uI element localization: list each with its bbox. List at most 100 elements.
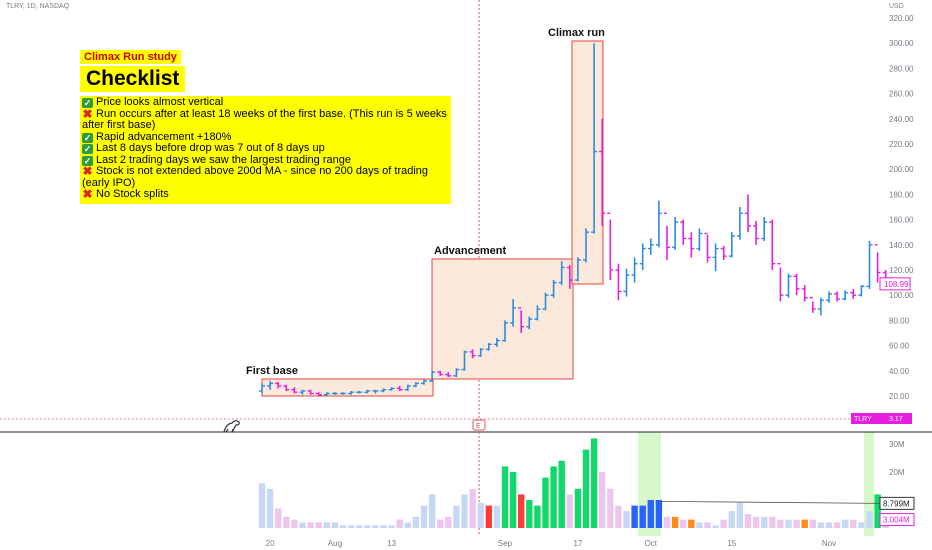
volume-bar: [558, 460, 565, 528]
volume-bar: [607, 488, 614, 528]
symbol-tag-bg: [851, 413, 884, 424]
price-tick: 280.00: [889, 64, 914, 73]
volume-bar: [526, 500, 533, 528]
volume-bar: [752, 516, 760, 528]
price-bars: [259, 43, 889, 396]
price-tick: 260.00: [889, 90, 914, 99]
volume-bar: [501, 466, 509, 528]
highlight-zone: [864, 432, 874, 536]
symbol-tag-name: TLRY: [854, 416, 872, 423]
time-tick: Sep: [498, 539, 513, 548]
volume-bar: [347, 525, 355, 528]
volume-bar: [380, 525, 387, 528]
annotation-advancement: Advancement: [434, 245, 507, 257]
checklist-item: ✖ Run occurs after at least 18 weeks of t…: [82, 106, 451, 132]
volume-axis: 30M20M10M: [889, 440, 905, 505]
volume-bar: [331, 522, 339, 528]
last-price-box: [879, 277, 911, 291]
volume-ma-box: [879, 496, 915, 510]
volume-bar: [761, 516, 768, 528]
volume-bar: [453, 505, 460, 528]
time-tick: Oct: [645, 539, 658, 548]
checklist-item-text: Price looks almost vertical: [96, 96, 224, 108]
time-tick: 17: [573, 539, 582, 548]
study-boxes: [261, 40, 604, 397]
volume-bar: [307, 522, 314, 528]
volume-bar: [590, 438, 598, 528]
volume-bar: [785, 519, 792, 528]
volume-bar: [566, 494, 573, 528]
volume-bar: [874, 494, 881, 528]
volume-bar: [396, 519, 403, 528]
volume-bar: [323, 522, 330, 528]
volume-bar: [671, 516, 679, 528]
price-tick: 180.00: [889, 190, 914, 199]
volume-bar: [461, 494, 468, 528]
volume-bar: [866, 511, 873, 528]
cross-mark-icon: ✖: [82, 106, 93, 121]
volume-bar: [793, 519, 800, 528]
time-tick: 13: [387, 539, 396, 548]
time-axis: 20 Aug 13 Sep 17 Oct 15 Nov: [266, 539, 836, 548]
last-price-label: 108.99: [884, 280, 909, 289]
price-axis: 320.00 300.00 280.00 260.00 240.00 220.00 200.…: [889, 14, 914, 401]
volume-bar: [485, 505, 492, 528]
dino-logo-icon: [223, 420, 240, 433]
checklist-item-text: Last 2 trading days we saw the largest t…: [96, 153, 351, 166]
cross-mark-icon: ✖: [82, 187, 93, 201]
volume-bar: [542, 477, 549, 528]
volume-bar: [736, 502, 744, 528]
price-tick: 200.00: [889, 165, 914, 174]
volume-bar: [420, 505, 428, 528]
volume-bar: [469, 488, 476, 528]
checklist-box: ✓ Price looks almost vertical ✖ Run occurs…: [80, 96, 451, 204]
checklist-item: ✓ Rapid advancement +180%: [82, 131, 451, 144]
check-mark-icon: ✓: [82, 144, 93, 154]
volume-bar: [372, 525, 379, 528]
last-volume-box: [879, 513, 915, 527]
volume-bar: [534, 505, 541, 528]
volume-bar: [817, 522, 825, 528]
study-box: [571, 40, 604, 285]
volume-bar: [809, 519, 816, 528]
volume-bar: [680, 519, 687, 528]
checklist-item-text: No Stock splits: [96, 188, 169, 200]
checklist-item-text: Run occurs after at least 18 weeks of th…: [82, 107, 447, 131]
volume-bar: [412, 516, 420, 528]
volume-bar: [842, 519, 849, 528]
volume-tick: 30M: [889, 440, 905, 449]
volume-bar: [315, 522, 322, 528]
volume-bar: [404, 522, 411, 528]
annotation-climax-run: Climax run: [548, 27, 605, 39]
time-tick: 15: [727, 539, 736, 548]
price-tick: 240.00: [889, 115, 914, 124]
volume-bar: [647, 500, 654, 528]
volume-ma-label: 8.799M: [883, 499, 910, 508]
volume-bar: [339, 525, 347, 528]
axis-price-labels: 108.99 TLRY 3.17 8.799M 3.004M E: [223, 277, 915, 527]
volume-bar: [663, 516, 671, 528]
volume-bar: [283, 516, 290, 528]
volume-tick: 20M: [889, 468, 905, 477]
checklist-item: ✓ Price looks almost vertical: [82, 96, 451, 109]
volume-bar: [631, 505, 638, 528]
volume-bar: [655, 500, 663, 528]
checklist-item-text: Stock is not extended above 200d MA - si…: [82, 165, 429, 189]
symbol-value-bg: [884, 413, 912, 424]
price-tick: 40.00: [889, 367, 910, 376]
volume-bar: [550, 466, 557, 528]
volume-bar: [744, 514, 752, 528]
volume-bar: [266, 488, 274, 528]
volume-bar: [769, 516, 776, 528]
volume-bar: [275, 508, 282, 528]
symbol-tag-value: 3.17: [889, 416, 903, 423]
time-tick: Aug: [328, 539, 342, 548]
volume-bar: [850, 519, 857, 528]
volume-bar: [356, 525, 363, 528]
checklist-item: ✓ Last 2 trading days we saw the largest …: [82, 153, 451, 167]
volume-bar: [712, 525, 719, 528]
volume-bar: [777, 519, 784, 528]
price-tick: 60.00: [889, 342, 910, 351]
volume-bar: [688, 519, 695, 528]
volume-bar: [477, 502, 484, 528]
